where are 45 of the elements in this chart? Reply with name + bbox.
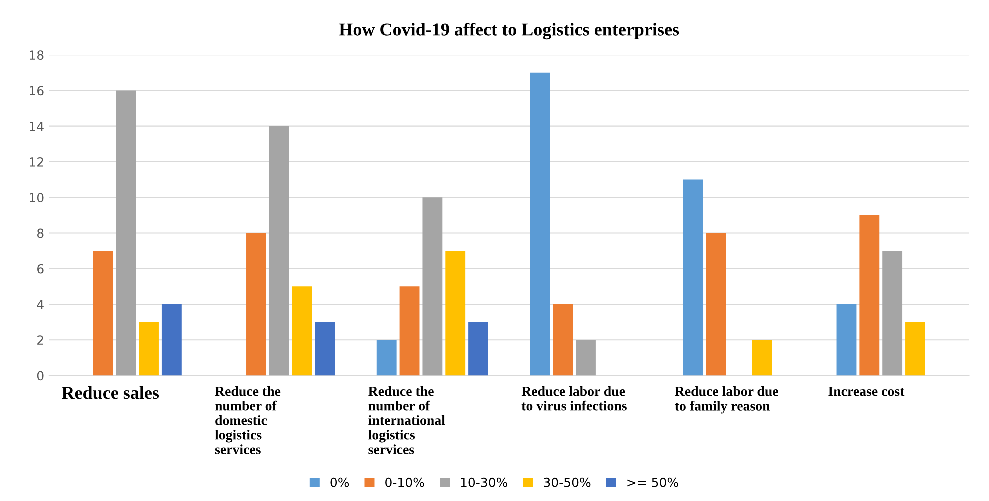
- bar: [553, 304, 574, 376]
- bar: [530, 72, 550, 376]
- x-tick-label: Reduce labor due to virus infections: [522, 386, 627, 411]
- bar: [116, 90, 136, 376]
- y-tick-label: 14: [30, 122, 44, 132]
- bar: [706, 233, 726, 376]
- y-tick-label: 4: [37, 300, 44, 310]
- legend-label: 0-10%: [386, 478, 424, 488]
- bar: [269, 126, 290, 376]
- legend-label: 0%: [330, 478, 350, 488]
- bar: [292, 286, 312, 376]
- bar: [93, 251, 114, 376]
- legend-label: 10-30%: [461, 478, 508, 488]
- x-tick-label: Reduce the number of international logistics services: [368, 386, 446, 454]
- x-tick-label: Reduce sales: [62, 386, 160, 400]
- chart-title: How Covid-19 affect to Logistics enterprises: [339, 22, 680, 40]
- bar: [246, 233, 266, 376]
- x-tick-label: Reduce the number of domestic logistics services: [215, 386, 281, 454]
- x-tick-label: Increase cost: [828, 386, 905, 396]
- bar: [836, 304, 857, 376]
- bar: [422, 198, 443, 376]
- legend-label: 30-50%: [544, 478, 591, 488]
- y-tick-label: 6: [38, 264, 44, 274]
- bar: [882, 251, 903, 376]
- y-tick-label: 10: [30, 193, 44, 203]
- bar: [576, 340, 596, 376]
- y-tick-label: 12: [30, 157, 44, 167]
- x-tick-label: Reduce labor due to family reason: [675, 386, 778, 414]
- bar: [683, 180, 704, 376]
- bar: [162, 304, 182, 376]
- y-tick-label: 0: [37, 371, 44, 381]
- bar: [860, 215, 880, 376]
- legend-label: >= 50%: [628, 478, 678, 488]
- y-tick-label: 18: [30, 50, 44, 60]
- bar: [446, 251, 466, 376]
- bar: [315, 322, 336, 376]
- bar: [376, 340, 397, 376]
- bar: [906, 322, 926, 376]
- y-tick-label: 16: [30, 86, 44, 96]
- y-tick-label: 8: [37, 228, 44, 238]
- bar: [139, 322, 159, 376]
- bar: [752, 340, 772, 376]
- y-tick-label: 2: [38, 336, 44, 345]
- bar: [468, 322, 488, 376]
- bar: [400, 286, 420, 376]
